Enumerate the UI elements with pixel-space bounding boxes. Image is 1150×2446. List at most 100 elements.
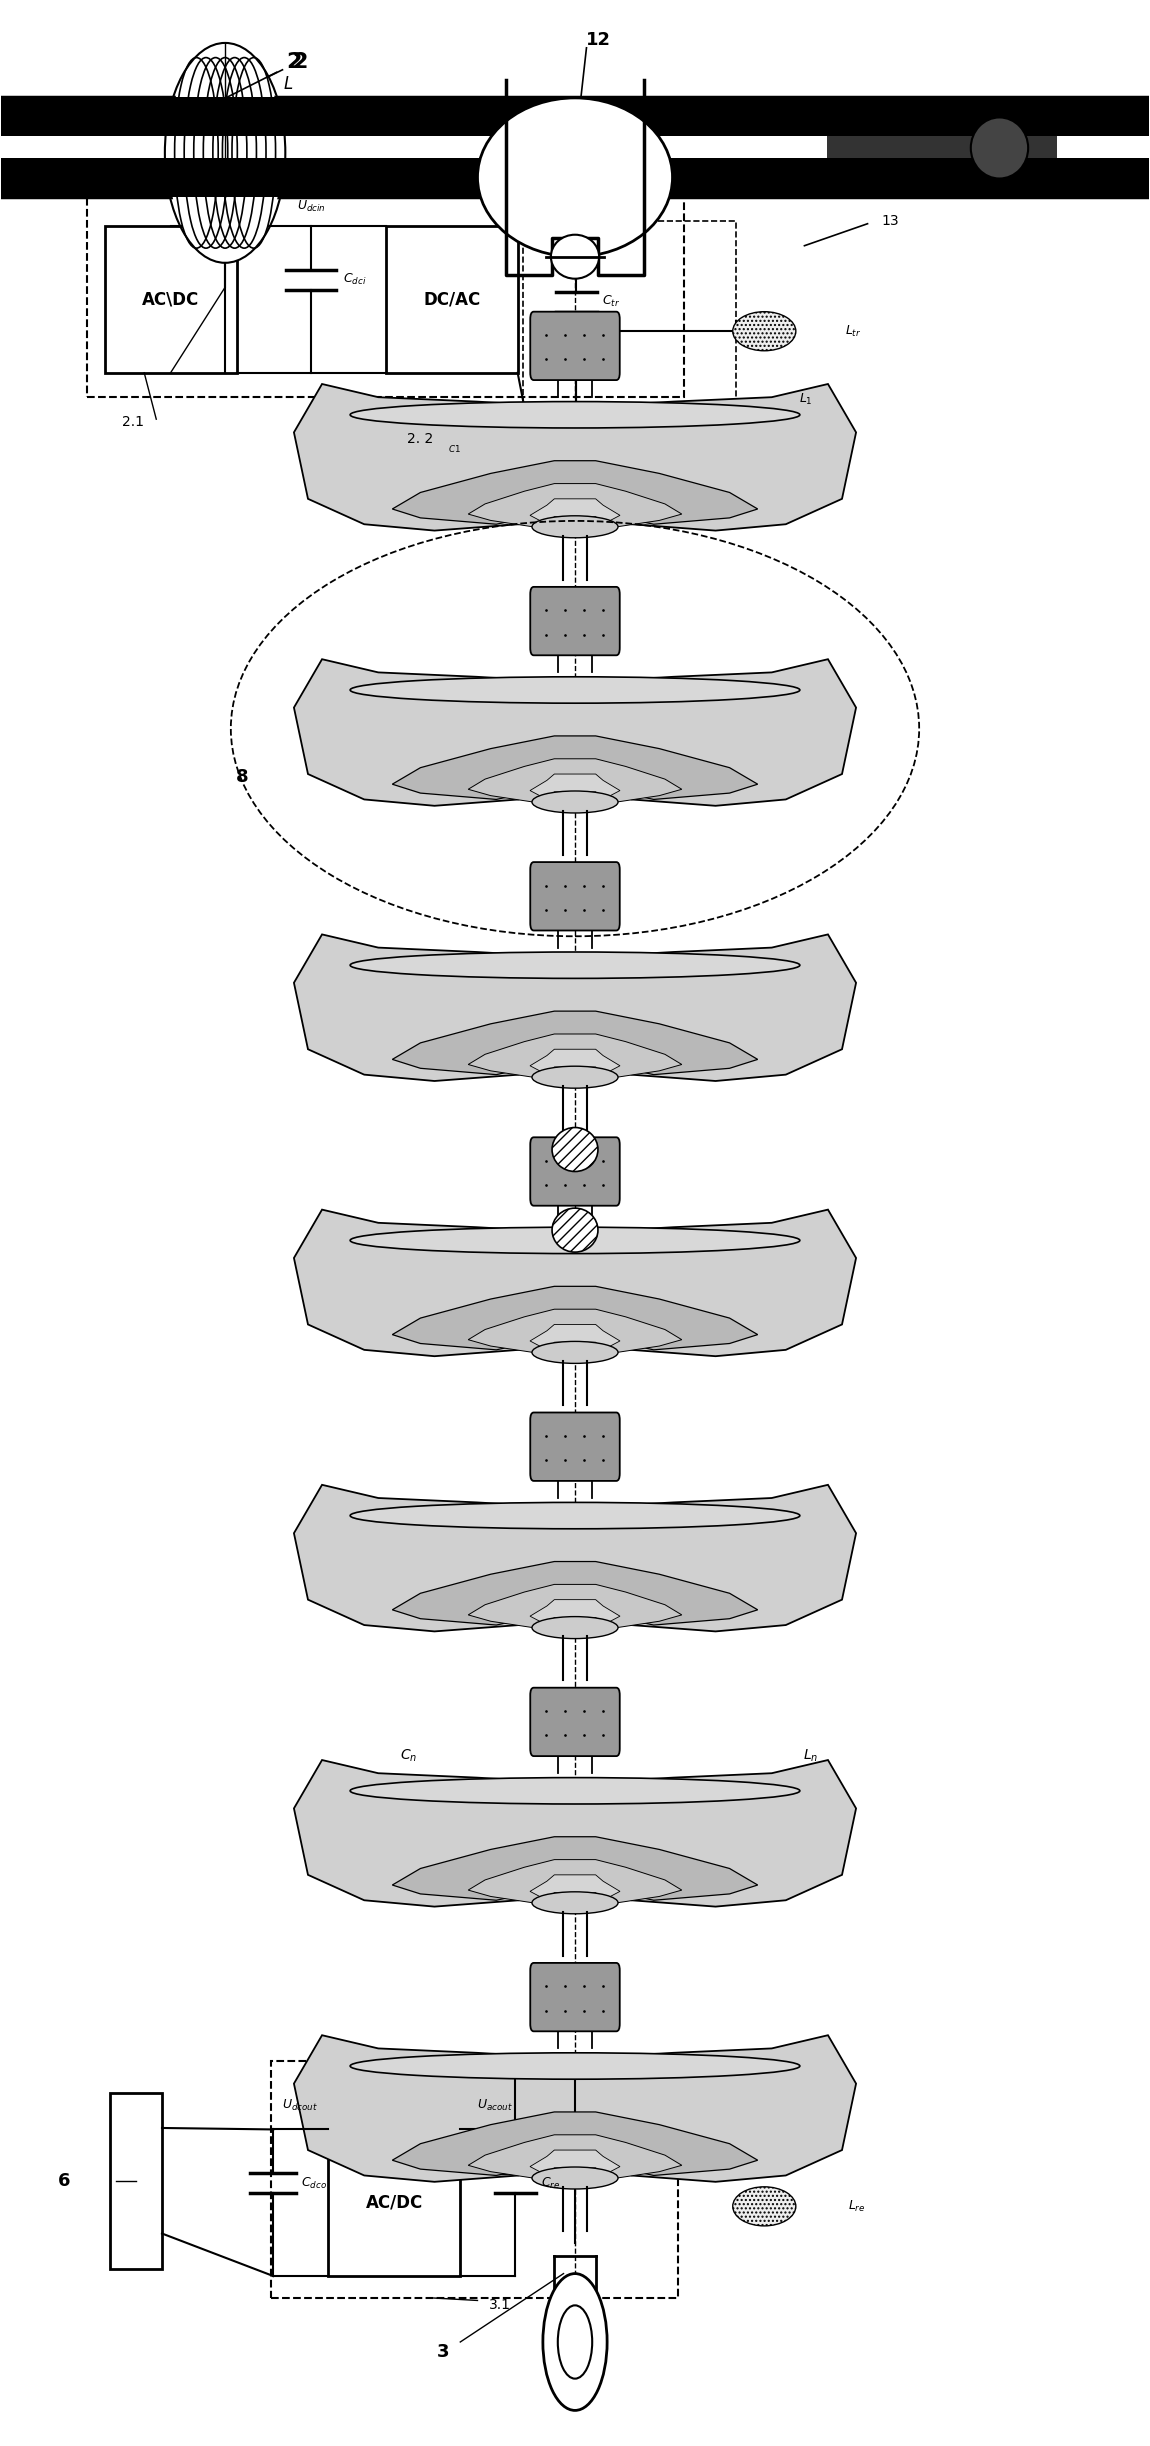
Text: $C_{dco}$: $C_{dco}$ [301,2174,327,2192]
FancyBboxPatch shape [530,1688,620,1756]
Text: DC/AC: DC/AC [423,291,481,308]
Polygon shape [468,1859,682,1903]
Text: $C_{re}$: $C_{re}$ [540,2174,560,2192]
Ellipse shape [350,1228,800,1255]
FancyBboxPatch shape [530,1137,620,1206]
Bar [1,157,1149,196]
Text: 2.1: 2.1 [122,416,144,428]
Ellipse shape [350,1502,800,1529]
Polygon shape [530,1323,620,1350]
Text: $C_{tr}$: $C_{tr}$ [601,294,620,311]
Ellipse shape [532,516,618,538]
Polygon shape [468,2135,682,2177]
Polygon shape [468,1035,682,1076]
Polygon shape [530,1600,620,1624]
Polygon shape [392,1837,758,1901]
Text: $_{C1}$: $_{C1}$ [448,443,461,455]
Ellipse shape [350,678,800,702]
Text: AC/DC: AC/DC [366,2194,423,2211]
Bar [673,98,1149,137]
Ellipse shape [350,401,800,428]
Text: $L_n$: $L_n$ [803,1749,818,1764]
Bar [110,2094,162,2270]
Polygon shape [468,1585,682,1627]
Text: 2: 2 [292,51,307,73]
Text: 6: 6 [59,2172,71,2189]
Polygon shape [294,1761,856,1905]
Ellipse shape [551,235,599,279]
Bar [827,135,1057,171]
Polygon shape [468,758,682,802]
Polygon shape [294,1485,856,1631]
Polygon shape [294,2035,856,2182]
Polygon shape [294,384,856,531]
Polygon shape [530,773,620,800]
Bar [1,157,477,196]
Text: 1: 1 [994,95,1006,113]
Ellipse shape [971,117,1028,179]
FancyBboxPatch shape [530,861,620,929]
Polygon shape [530,499,620,523]
Ellipse shape [532,1891,618,1913]
Bar [105,225,237,372]
Polygon shape [392,736,758,800]
FancyBboxPatch shape [530,587,620,656]
Ellipse shape [552,1128,598,1172]
Text: 3.1: 3.1 [490,2299,512,2311]
Text: $C_{dci}$: $C_{dci}$ [343,272,367,289]
Bar [1,137,1149,157]
Ellipse shape [532,1066,618,1088]
Ellipse shape [552,1208,598,1252]
FancyBboxPatch shape [530,1411,620,1480]
FancyBboxPatch shape [530,1962,620,2030]
Bar [271,2062,678,2299]
Polygon shape [530,1049,620,1074]
Text: 3: 3 [437,2343,450,2360]
Text: $U_{dcin}$: $U_{dcin}$ [297,198,325,215]
Polygon shape [530,2150,620,2174]
Polygon shape [294,934,856,1081]
Bar [1,98,1149,137]
Polygon shape [392,2111,758,2174]
Polygon shape [392,1010,758,1074]
Bar [329,2130,460,2277]
Ellipse shape [532,1617,618,1639]
Ellipse shape [532,2167,618,2189]
Bar [1,98,477,137]
Ellipse shape [350,951,800,978]
Polygon shape [392,1287,758,1350]
Ellipse shape [532,1340,618,1362]
Polygon shape [468,1309,682,1353]
Bar [523,220,736,421]
Bar [673,157,1149,196]
Text: $U_{dcout}$: $U_{dcout}$ [282,2099,317,2113]
Polygon shape [294,660,856,805]
Text: 8: 8 [236,768,248,788]
Text: $L_{re}$: $L_{re}$ [848,2199,866,2214]
Text: 12: 12 [585,32,611,49]
Polygon shape [530,1874,620,1901]
Text: $L_1$: $L_1$ [799,391,812,406]
Text: $U_{acout}$: $U_{acout}$ [477,2099,513,2113]
Text: 13: 13 [882,215,899,227]
Bar [87,117,684,396]
Bar [385,225,518,372]
Text: L: L [284,76,293,93]
Polygon shape [294,1211,856,1355]
Text: 2: 2 [286,51,301,73]
Text: 2. 2: 2. 2 [407,433,434,445]
Text: $U_{acin}$: $U_{acin}$ [562,193,591,210]
Circle shape [543,2275,607,2409]
Text: AC\DC: AC\DC [141,291,199,308]
Polygon shape [468,484,682,526]
Polygon shape [392,460,758,523]
Ellipse shape [477,98,673,257]
Polygon shape [392,1561,758,1624]
Text: $L_{tr}$: $L_{tr}$ [844,323,861,340]
Ellipse shape [350,2052,800,2079]
Text: $C_n$: $C_n$ [400,1749,417,1764]
Ellipse shape [350,1778,800,1805]
Ellipse shape [733,311,796,350]
Ellipse shape [733,2187,796,2226]
FancyBboxPatch shape [530,311,620,379]
